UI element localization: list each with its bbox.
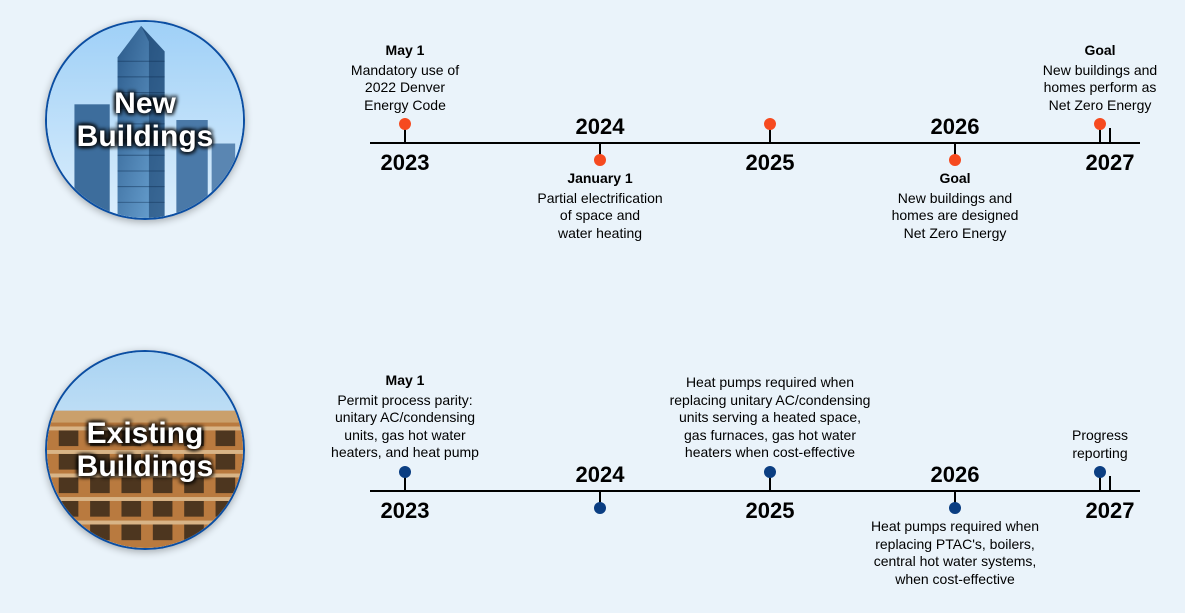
- new-event-callout: May 1 Mandatory use of 2022 Denver Energy…: [295, 42, 515, 114]
- existing-event-dot: [399, 466, 411, 478]
- new-event-dot: [949, 154, 961, 166]
- event-text: Permit process parity: unitary AC/conden…: [295, 392, 515, 462]
- event-text: Partial electrification of space and wat…: [490, 190, 710, 243]
- existing-badge: Existing Buildings: [45, 350, 245, 550]
- existing-timeline-axis: [370, 490, 1140, 492]
- existing-badge-label: Existing Buildings: [77, 417, 214, 483]
- event-text: Heat pumps required when replacing PTAC'…: [845, 518, 1065, 588]
- event-title: Goal: [990, 42, 1185, 60]
- existing-year-label: 2025: [746, 498, 795, 524]
- new-year-label: 2024: [576, 114, 625, 140]
- existing-year-label: 2024: [576, 462, 625, 488]
- new-year-label: 2025: [746, 150, 795, 176]
- new-event-dot: [1094, 118, 1106, 130]
- new-event-dot: [764, 118, 776, 130]
- existing-year-label: 2027: [1086, 498, 1135, 524]
- event-title: May 1: [295, 42, 515, 60]
- event-title: January 1: [490, 170, 710, 188]
- existing-year-label: 2026: [931, 462, 980, 488]
- existing-event-dot: [949, 502, 961, 514]
- existing-event-callout: Heat pumps required when replacing PTAC'…: [845, 518, 1065, 588]
- new-badge-label: New Buildings: [77, 87, 214, 153]
- new-event-callout: Goal New buildings and homes perform as N…: [990, 42, 1185, 114]
- event-title: May 1: [295, 372, 515, 390]
- new-year-label: 2026: [931, 114, 980, 140]
- event-text: New buildings and homes are designed Net…: [845, 190, 1065, 243]
- new-year-tick: [1109, 128, 1111, 142]
- event-text: New buildings and homes perform as Net Z…: [990, 62, 1185, 115]
- event-text: Progress reporting: [990, 427, 1185, 462]
- event-title: Goal: [845, 170, 1065, 188]
- new-badge: New Buildings: [45, 20, 245, 220]
- existing-event-dot: [1094, 466, 1106, 478]
- existing-event-callout: May 1 Permit process parity: unitary AC/c…: [295, 372, 515, 462]
- new-event-callout: Goal New buildings and homes are designed…: [845, 170, 1065, 242]
- existing-year-label: 2023: [381, 498, 430, 524]
- new-event-dot: [594, 154, 606, 166]
- new-timeline-axis: [370, 142, 1140, 144]
- new-year-label: 2023: [381, 150, 430, 176]
- new-year-label: 2027: [1086, 150, 1135, 176]
- existing-year-tick: [1109, 476, 1111, 490]
- existing-event-dot: [594, 502, 606, 514]
- existing-event-callout: Progress reporting: [990, 427, 1185, 462]
- new-event-callout: January 1 Partial electrification of spac…: [490, 170, 710, 242]
- existing-event-callout: Heat pumps required when replacing unita…: [660, 374, 880, 462]
- event-text: Mandatory use of 2022 Denver Energy Code: [295, 62, 515, 115]
- event-text: Heat pumps required when replacing unita…: [660, 374, 880, 462]
- new-event-dot: [399, 118, 411, 130]
- existing-event-dot: [764, 466, 776, 478]
